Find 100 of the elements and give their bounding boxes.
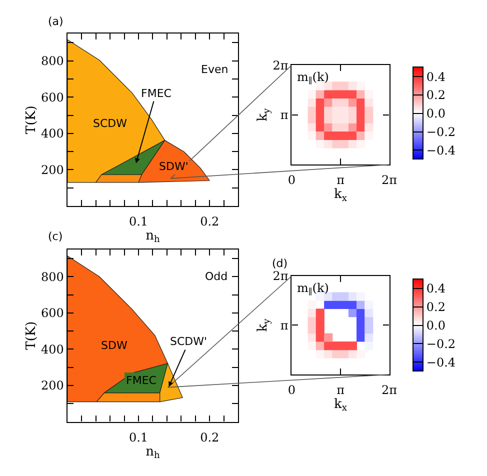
point xyxy=(340,300,349,310)
y-tick-label: 2π xyxy=(272,58,288,72)
series-label: SDW' xyxy=(159,160,188,173)
text: FMEC xyxy=(141,87,172,100)
point xyxy=(332,292,341,301)
point xyxy=(356,106,366,116)
x-axis-title: n$_{h}$ xyxy=(146,444,160,462)
point xyxy=(308,131,316,140)
x-tick-label: 0 xyxy=(288,383,296,398)
point xyxy=(308,106,316,116)
y-tick-label: 800 xyxy=(40,270,64,284)
point xyxy=(356,292,366,301)
point xyxy=(332,90,341,98)
point xyxy=(316,308,324,318)
point xyxy=(316,316,324,326)
point xyxy=(348,106,358,116)
point xyxy=(356,82,366,90)
color-bar-label: 0.2 xyxy=(426,300,446,314)
point xyxy=(356,140,366,148)
point xyxy=(340,131,349,140)
color-bar-label: 0.0 xyxy=(426,318,446,332)
point xyxy=(340,106,349,116)
color-bar-label: −0.2 xyxy=(426,125,456,140)
point xyxy=(348,114,358,124)
point xyxy=(364,308,374,318)
point xyxy=(332,106,341,116)
x-tick-label: 2π xyxy=(382,173,398,188)
point xyxy=(332,82,341,90)
point xyxy=(340,90,349,98)
y-tick-label: 600 xyxy=(40,306,64,320)
x-tick-label: 0.1 xyxy=(128,214,148,229)
point xyxy=(308,114,316,124)
point xyxy=(364,333,374,342)
point xyxy=(364,98,374,107)
point xyxy=(316,106,324,116)
point xyxy=(316,90,324,98)
point xyxy=(364,131,374,140)
point xyxy=(324,350,333,358)
y-tick-label: 200 xyxy=(40,162,64,177)
y-axis-title: T(K) xyxy=(24,321,39,350)
point xyxy=(348,292,358,301)
y-tick-label: π xyxy=(280,318,288,332)
point xyxy=(364,300,374,310)
point xyxy=(348,342,358,350)
point xyxy=(340,140,349,148)
color-bar-label: −0.4 xyxy=(426,143,456,158)
point xyxy=(308,90,316,98)
point xyxy=(340,122,349,132)
point xyxy=(356,350,366,358)
y-tick-label: 400 xyxy=(40,126,64,141)
series-label: SCDW' xyxy=(170,335,208,348)
color-bar-label: −0.4 xyxy=(426,355,456,370)
point xyxy=(348,82,358,90)
x-tick-label: 0.1 xyxy=(128,430,148,444)
point xyxy=(332,342,341,350)
point xyxy=(324,106,333,116)
point xyxy=(348,90,358,98)
annotation: Odd xyxy=(205,270,228,283)
x-tick-label: 2π xyxy=(382,383,398,398)
point xyxy=(308,316,316,326)
x-axis-title: n$_{h}$ xyxy=(146,228,160,246)
point xyxy=(356,333,366,342)
point xyxy=(340,98,349,107)
point xyxy=(316,325,324,334)
chart-title: (a) xyxy=(48,15,64,28)
chart-title: (d) xyxy=(272,257,288,270)
point xyxy=(356,114,366,124)
point xyxy=(348,350,358,358)
color-bar-label: 0.0 xyxy=(426,106,446,121)
point xyxy=(332,114,341,124)
point xyxy=(340,82,349,90)
x-tick-label: π xyxy=(336,383,345,398)
point xyxy=(316,114,324,124)
y-tick-label: 800 xyxy=(40,54,64,68)
y-tick-label: 2π xyxy=(272,269,288,284)
point xyxy=(364,90,374,98)
color-bar-label: −0.2 xyxy=(426,336,456,351)
point xyxy=(364,342,374,350)
point xyxy=(356,316,366,326)
point xyxy=(324,114,333,124)
series-label: FMEC xyxy=(126,374,157,387)
point xyxy=(324,90,333,98)
annotation: m$_{∥}$(k) xyxy=(297,281,329,297)
y-tick-label: 200 xyxy=(40,378,64,393)
point xyxy=(364,114,374,124)
point xyxy=(364,316,374,326)
series-label: SCDW xyxy=(93,117,128,130)
point xyxy=(332,131,341,140)
point xyxy=(332,350,341,358)
point xyxy=(348,131,358,140)
y-tick-label: 400 xyxy=(40,342,64,356)
series-label: SDW xyxy=(101,339,128,352)
x-axis-title: k$_{x}$ xyxy=(334,187,348,204)
point xyxy=(340,292,349,301)
point xyxy=(308,333,316,342)
annotation: Even xyxy=(201,63,228,76)
point xyxy=(324,131,333,140)
point xyxy=(364,325,374,334)
point xyxy=(364,122,374,132)
x-axis-title: k$_{x}$ xyxy=(334,397,348,414)
